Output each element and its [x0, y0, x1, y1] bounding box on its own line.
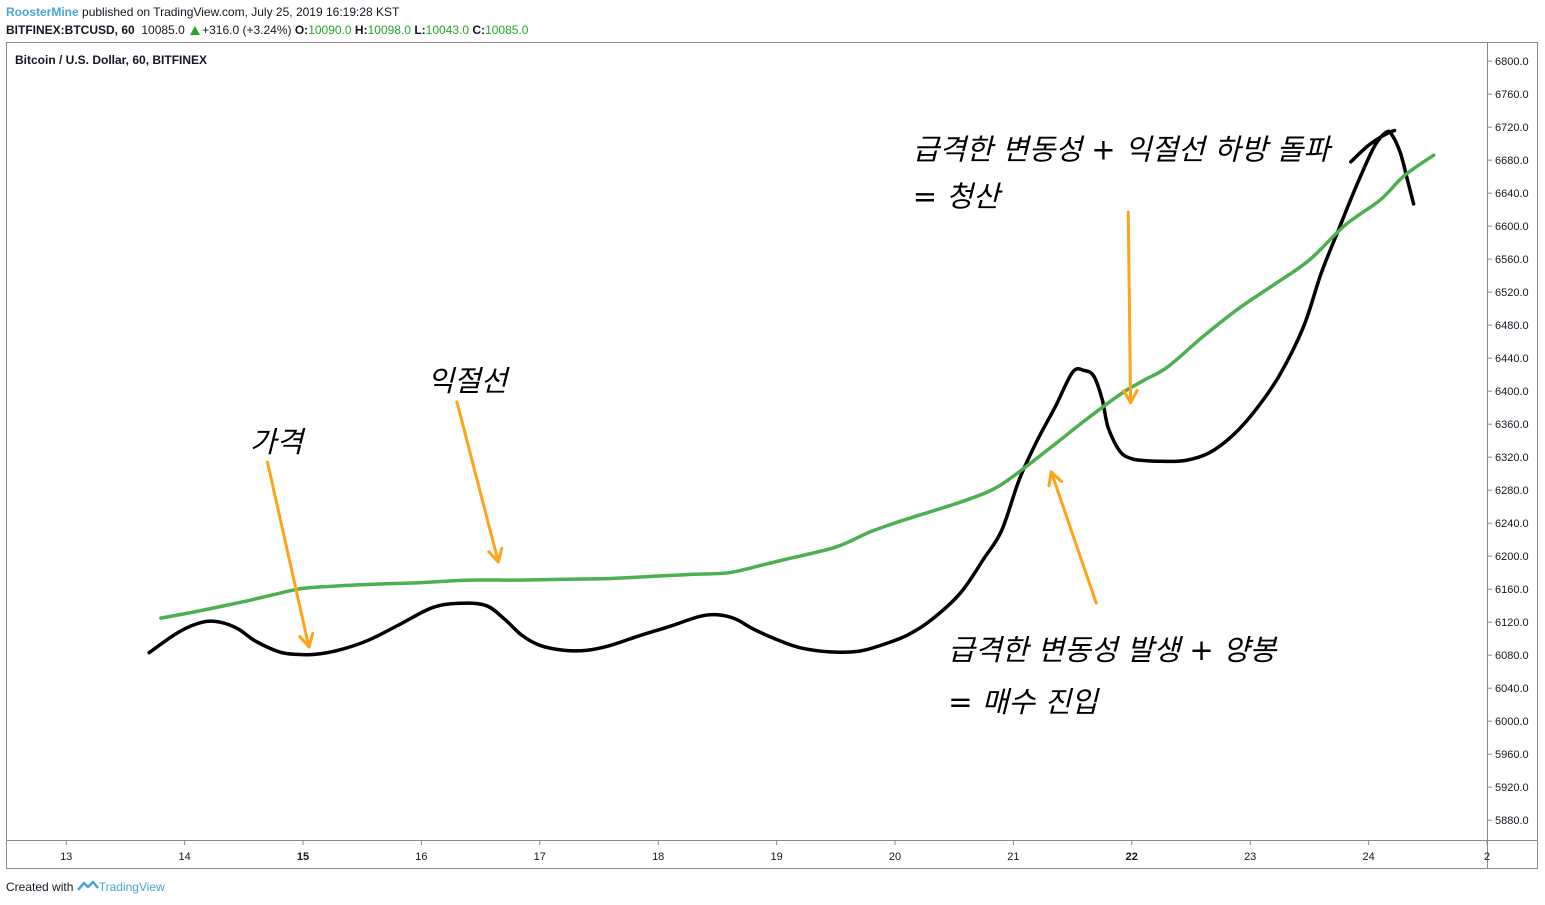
- y-tick-label: 6120.0: [1495, 617, 1529, 629]
- arrow-shaft: [1126, 210, 1133, 405]
- y-tick-label: 6800.0: [1495, 56, 1529, 68]
- y-tick-label: 5920.0: [1495, 782, 1529, 794]
- y-tick-label: 6040.0: [1495, 683, 1529, 695]
- high-label: H:: [354, 23, 368, 37]
- chart-border: [6, 42, 1538, 869]
- y-tick-label: 6760.0: [1495, 89, 1529, 101]
- time-axis[interactable]: 13 14 15 16 17 18 19 20 21 22 23 24 2: [60, 840, 1490, 863]
- x-tick-label: 21: [1007, 851, 1019, 863]
- annotation-label: 익절선: [427, 364, 510, 398]
- x-tick-label: 24: [1362, 851, 1374, 863]
- open-value: 10090.0: [308, 23, 352, 37]
- profit-line: [159, 153, 1436, 620]
- y-tick-label: 6360.0: [1495, 419, 1529, 431]
- x-tick-label: 22: [1126, 851, 1138, 863]
- y-tick-label: 6160.0: [1495, 584, 1529, 596]
- y-tick-label: 5960.0: [1495, 749, 1529, 761]
- arrow-shaft: [455, 400, 500, 564]
- x-tick-label: 19: [770, 851, 782, 863]
- arrow-head: [1047, 470, 1064, 488]
- annotation-arrow: [265, 460, 315, 649]
- x-tick-label: 18: [652, 851, 664, 863]
- y-tick-label: 6200.0: [1495, 551, 1529, 563]
- symbol-label: BITFINEX:BTCUSD, 60: [6, 23, 135, 37]
- y-tick-label: 6400.0: [1495, 386, 1529, 398]
- y-tick-label: 6280.0: [1495, 485, 1529, 497]
- low-label: L:: [414, 23, 426, 37]
- up-triangle-icon: [190, 26, 201, 35]
- y-tick-label: 6320.0: [1495, 452, 1529, 464]
- x-tick-label: 14: [178, 851, 190, 863]
- price-line-stub: [1349, 128, 1397, 164]
- y-tick-label: 6440.0: [1495, 353, 1529, 365]
- y-tick-label: 6240.0: [1495, 518, 1529, 530]
- close-value: 10085.0: [485, 23, 529, 37]
- annotation-arrow: [1047, 470, 1098, 605]
- open-label: O:: [294, 23, 309, 37]
- publish-text: published on TradingView.com, July 25, 2…: [82, 5, 400, 19]
- annotation-arrow: [455, 400, 504, 564]
- price-axis[interactable]: 6800.0 6760.0 6720.0 6680.0 6640.0 6600.0 6560…: [1487, 56, 1529, 827]
- chart-title: Bitcoin / U.S. Dollar, 60, BITFINEX: [15, 53, 207, 67]
- y-tick-label: 6520.0: [1495, 287, 1529, 299]
- y-tick-label: 6720.0: [1495, 122, 1529, 134]
- x-tick-label: 20: [889, 851, 901, 863]
- x-tick-label: 13: [60, 851, 72, 863]
- annotation-label: 급격한 변동성 발생 + 양봉: [948, 633, 1277, 667]
- x-tick-label: 15: [297, 851, 309, 863]
- ohlc-bar: BITFINEX:BTCUSD, 60 10085.0 +316.0 (+3.2…: [6, 23, 528, 37]
- arrow-shaft: [1049, 470, 1098, 605]
- tradingview-brand[interactable]: TradingView: [98, 880, 165, 894]
- close-label: C:: [472, 23, 486, 37]
- annotation-arrow: [1122, 210, 1139, 405]
- price-line: [147, 129, 1416, 657]
- price-change: +316.0 (+3.24%): [202, 23, 292, 37]
- last-price: 10085.0: [141, 23, 185, 37]
- arrow-head: [487, 546, 504, 564]
- low-value: 10043.0: [425, 23, 470, 37]
- publish-info: RoosterMine published on TradingView.com…: [6, 5, 399, 19]
- arrow-head: [1122, 388, 1139, 405]
- annotation-label: 가격: [250, 425, 307, 459]
- author-link[interactable]: RoosterMine: [6, 5, 79, 19]
- high-value: 10098.0: [367, 23, 411, 37]
- arrow-head: [298, 631, 315, 649]
- x-tick-label: 17: [534, 851, 546, 863]
- annotation-label: 급격한 변동성 + 익절선 하방 돌파: [913, 132, 1334, 166]
- x-tick-label: 2: [1484, 851, 1490, 863]
- y-tick-label: 6080.0: [1495, 650, 1529, 662]
- x-tick-label: 23: [1244, 851, 1256, 863]
- y-tick-label: 5880.0: [1495, 815, 1529, 827]
- y-tick-label: 6000.0: [1495, 716, 1529, 728]
- created-with-text: Created with: [6, 880, 74, 894]
- annotation-label: = 청산: [913, 179, 1003, 213]
- x-tick-label: 16: [415, 851, 427, 863]
- y-tick-label: 6480.0: [1495, 320, 1529, 332]
- tradingview-logo-icon: [76, 880, 99, 891]
- y-tick-label: 6560.0: [1495, 254, 1529, 266]
- y-tick-label: 6680.0: [1495, 155, 1529, 167]
- y-tick-label: 6640.0: [1495, 188, 1529, 200]
- y-tick-label: 6600.0: [1495, 221, 1529, 233]
- annotation-label: = 매수 진입: [948, 685, 1100, 719]
- footer: Created with TradingView: [6, 880, 165, 894]
- arrow-shaft: [265, 460, 311, 649]
